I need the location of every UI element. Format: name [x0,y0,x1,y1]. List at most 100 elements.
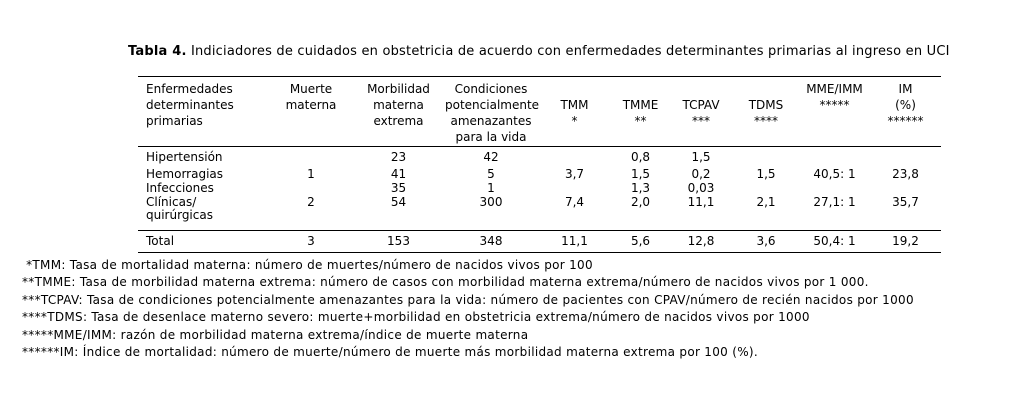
total-cell: 11,1 [537,230,612,253]
cell [733,182,799,196]
total-cell: 3,6 [733,230,799,253]
total-cell: 50,4: 1 [799,230,870,253]
cell [799,147,870,169]
col-header-tmme: TMME ** [612,76,669,147]
col-header-line: potencialmente [445,98,540,112]
col-header-line: *** [692,114,710,128]
total-cell: 3 [270,230,352,253]
col-header-line: materna [285,98,337,112]
total-cell: 348 [445,230,537,253]
col-header-line: TDMS [748,98,784,112]
cell: Hemorragias [146,167,224,181]
col-header-line: **** [754,114,778,128]
col-header-line: primarias [146,114,203,128]
col-header-condiciones-potencialmente-amenazantes: Condiciones potencialmente amenazantes para… [445,76,540,147]
col-header-line: TMM [560,98,589,112]
cell [870,182,941,196]
table-caption: Tabla 4. Indiciadores de cuidados en obs… [128,44,950,59]
col-header-line: TMME [622,98,659,112]
col-header-line: extrema [373,114,424,128]
total-cell: 12,8 [669,230,733,253]
total-cell: 153 [352,230,445,253]
cell: 7,4 [564,195,585,209]
footnotes: *TMM: Tasa de mortalidad materna: número… [22,257,914,361]
footnote: *TMM: Tasa de mortalidad materna: número… [22,258,593,272]
cell: 1,3 [630,181,651,195]
table-row: Infecciones 35 1 1,3 0,03 [138,182,941,196]
col-header-muerte-materna: Muerte materna [270,76,352,147]
col-header-line [612,81,669,97]
col-header-tmm: TMM * [537,76,612,147]
cell: 54 [390,195,407,209]
cell [733,147,799,169]
cell: 35 [390,181,407,195]
cell: 2,1 [756,195,776,209]
cell [537,182,612,196]
cell: 35,7 [892,195,919,209]
total-row: Total 3 153 348 11,1 5,6 12,8 3,6 50,4: 1 19,2 [138,230,941,253]
cell: 1,5 [691,150,711,164]
table-caption-label: Tabla 4. [128,44,187,59]
col-header-tdms: TDMS **** [733,76,799,147]
total-cell: Total [138,230,270,253]
cell: 23,8 [892,167,919,181]
table-row: Clínicas/ quirúrgicas 2 54 300 7,4 2,0 11,1 2,1… [138,196,941,231]
cell [799,182,870,196]
col-header-line [733,81,799,97]
col-header-morbilidad-materna-extrema: Morbilidad materna extrema [352,76,445,147]
footnote: ****TDMS: Tasa de desenlace materno seve… [22,310,810,325]
col-header-line: MME/IMM [806,82,863,96]
col-header-line: Enfermedades [146,82,233,96]
cell: Infecciones [146,181,214,195]
table-row: Hemorragias 1 41 5 3,7 1,5 0,2 1,5 40,5: 1 23,8 [138,168,941,182]
col-header-enfermedades: Enfermedades determinantes primarias [138,76,270,147]
col-header-line: TCPAV [682,98,720,112]
footnote: ******IM: Índice de mortalidad: número d… [22,345,759,360]
cell: Clínicas/ quirúrgicas [146,195,213,222]
col-header-im: IM (%) ****** [870,76,941,147]
cell [270,147,352,169]
cell: 27,1: 1 [813,195,856,209]
cell: 300 [479,195,503,209]
col-header-line: ***** [819,98,850,112]
cell: 2 [307,195,315,209]
col-header-tcpav: TCPAV *** [669,76,733,147]
footnote: **TMME: Tasa de morbilidad materna extre… [22,275,869,290]
cell: 3,7 [564,167,585,181]
col-header-line [537,81,612,97]
cell: Hipertensión [146,150,223,164]
col-header-line [669,81,733,97]
cell: 1,5 [630,167,651,181]
col-header-line: Morbilidad [367,82,430,96]
col-header-line: para la vida [455,130,527,144]
table-header: Enfermedades determinantes primarias Muerte… [138,76,941,147]
table-row: Hipertensión 23 42 0,8 1,5 [138,147,941,169]
cell: 0,8 [630,150,651,164]
cell: 1 [307,167,315,181]
table-body: Hipertensión 23 42 0,8 1,5 Hemorragias 1 41 5 3,7… [138,147,941,253]
col-header-line: ** [634,114,647,128]
col-header-line: amenazantes [450,114,532,128]
cell: 11,1 [687,195,715,209]
cell: 41 [390,167,407,181]
col-header-line: (%) [895,98,916,112]
cell: 1 [487,181,495,195]
col-header-line: IM [898,82,913,96]
col-header-line: * [571,114,578,128]
col-header-line: Muerte [289,82,333,96]
cell: 5 [487,167,495,181]
indicators-table: Enfermedades determinantes primarias Muerte… [138,76,941,253]
total-cell: 5,6 [612,230,669,253]
cell: 40,5: 1 [813,167,856,181]
table-caption-text: Indiciadores de cuidados en obstetricia … [186,44,950,59]
cell: 0,03 [687,181,715,195]
cell [870,147,941,169]
col-header-line: Condiciones [454,82,528,96]
col-header-line: materna [373,98,424,112]
cell: 23 [390,150,407,164]
total-cell: 19,2 [870,230,941,253]
footnote: ***TCPAV: Tasa de condiciones potencialm… [22,292,914,307]
footnote: *****MME/IMM: razón de morbilidad matern… [22,327,529,342]
header-row: Enfermedades determinantes primarias Muerte… [138,76,941,147]
col-header-mme-imm: MME/IMM ***** [799,76,870,147]
